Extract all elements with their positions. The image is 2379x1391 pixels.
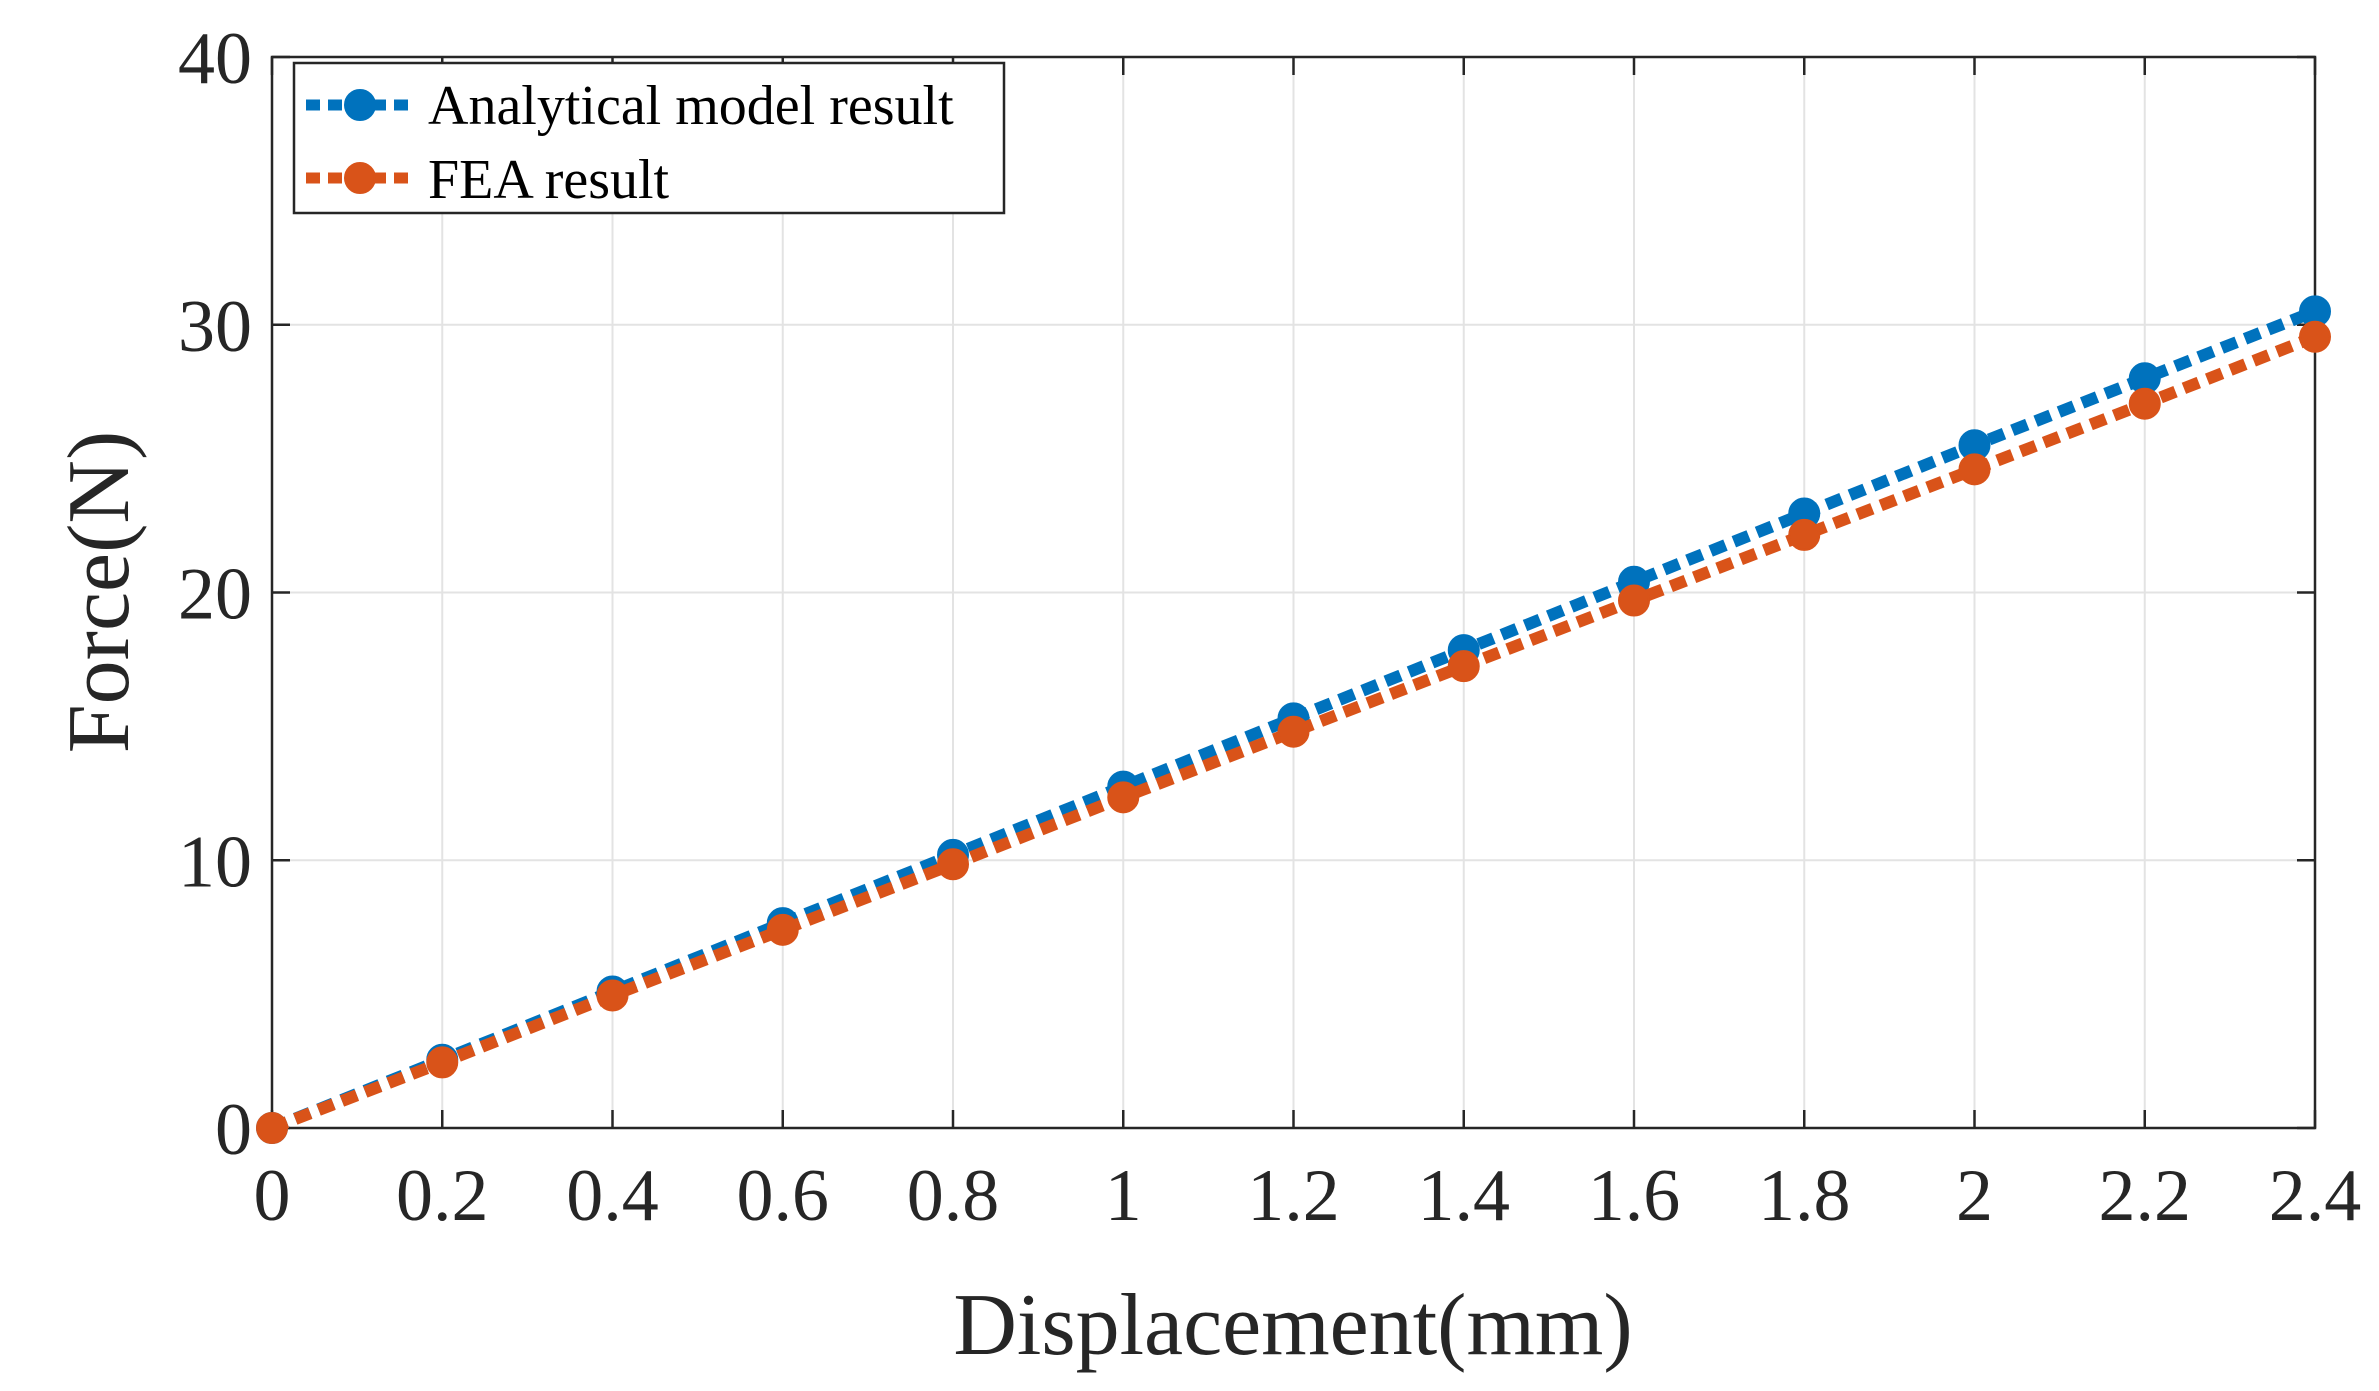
data-point-fea xyxy=(1447,650,1480,683)
series xyxy=(256,295,2331,1144)
data-point-fea xyxy=(2128,387,2161,420)
x-tick-label: 2.2 xyxy=(2099,1155,2192,1237)
data-point-fea xyxy=(1788,518,1821,551)
x-tick-label: 1 xyxy=(1105,1155,1142,1237)
series-fea xyxy=(256,320,2331,1144)
x-tick-label: 2 xyxy=(1956,1155,1993,1237)
y-tick-label: 30 xyxy=(178,286,252,368)
data-point-fea xyxy=(1277,715,1310,748)
x-tick-label: 0.4 xyxy=(566,1155,659,1237)
data-point-fea xyxy=(426,1046,459,1079)
y-tick-label: 0 xyxy=(215,1089,252,1171)
x-tick-label: 1.4 xyxy=(1418,1155,1511,1237)
x-tick-label: 0.6 xyxy=(737,1155,830,1237)
x-tick-label: 2.4 xyxy=(2269,1155,2362,1237)
data-point-fea xyxy=(256,1112,288,1144)
x-tick-label: 1.2 xyxy=(1247,1155,1340,1237)
data-point-fea xyxy=(1107,781,1140,814)
legend-fea-label: FEA result xyxy=(428,149,670,211)
data-point-fea xyxy=(1618,584,1650,617)
data-point-fea xyxy=(766,913,799,946)
x-tick-label: 1.6 xyxy=(1588,1155,1681,1237)
legend-box xyxy=(292,61,1006,215)
x-tick-label: 0.2 xyxy=(396,1155,489,1237)
data-point-fea xyxy=(596,979,629,1012)
x-tick-label: 1.8 xyxy=(1758,1155,1851,1237)
y-tick-label: 40 xyxy=(178,18,252,100)
x-tick-label: 0.8 xyxy=(907,1155,1000,1237)
data-point-fea xyxy=(2299,320,2331,353)
data-point-fea xyxy=(937,848,969,881)
legend-analytical-label: Analytical model result xyxy=(428,75,954,137)
axis-ticks: 0 0.2 0.4 0.6 0.8 1 1.2 1.4 1.6 1.8 2 2.2 2.4 0 10 20 30… xyxy=(178,18,2361,1237)
y-axis-title: Force(N) xyxy=(51,431,148,754)
legend-analytical-marker-swatch xyxy=(344,89,376,121)
x-axis-title: Displacement(mm) xyxy=(953,1277,1632,1374)
data-point-fea xyxy=(1958,453,1991,486)
y-tick-label: 10 xyxy=(178,821,252,903)
y-tick-label: 20 xyxy=(178,554,252,636)
legend-fea-marker-swatch xyxy=(344,162,376,194)
x-tick-label: 0 xyxy=(254,1155,291,1237)
legend: Analytical model result FEA result xyxy=(292,61,1006,215)
